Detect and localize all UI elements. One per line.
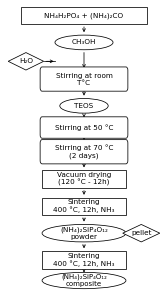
Text: TEOS: TEOS — [74, 103, 94, 109]
Text: (NH₄)₂SiP₄O₁₂
powder: (NH₄)₂SiP₄O₁₂ powder — [60, 226, 108, 240]
Text: Vacuum drying
(120 °C - 12h): Vacuum drying (120 °C - 12h) — [57, 172, 111, 186]
FancyBboxPatch shape — [40, 140, 128, 164]
Text: CH₃OH: CH₃OH — [72, 39, 96, 45]
Text: (NH₄)₂SiP₄O₁₂
composite: (NH₄)₂SiP₄O₁₂ composite — [61, 274, 107, 287]
Ellipse shape — [55, 35, 113, 50]
Bar — [42, 251, 126, 269]
Polygon shape — [8, 53, 44, 70]
Text: Stirring at 70 °C
(2 days): Stirring at 70 °C (2 days) — [55, 145, 113, 159]
Bar — [42, 198, 126, 215]
Text: pellet: pellet — [131, 230, 152, 236]
Text: Sintering
400 °C, 12h, NH₃: Sintering 400 °C, 12h, NH₃ — [53, 199, 115, 213]
Ellipse shape — [42, 272, 126, 289]
Text: H₂O: H₂O — [19, 58, 33, 64]
Ellipse shape — [60, 98, 108, 113]
FancyBboxPatch shape — [40, 117, 128, 138]
Ellipse shape — [42, 225, 126, 242]
Bar — [42, 170, 126, 188]
FancyBboxPatch shape — [40, 67, 128, 91]
Bar — [21, 7, 147, 24]
Text: Stirring at room
T°C: Stirring at room T°C — [56, 73, 112, 86]
Text: NH₄H₂PO₄ + (NH₄)₂CO: NH₄H₂PO₄ + (NH₄)₂CO — [45, 13, 123, 19]
Polygon shape — [123, 225, 160, 242]
Text: Stirring at 50 °C: Stirring at 50 °C — [55, 124, 113, 131]
Text: Sintering
400 °C, 12h, NH₃: Sintering 400 °C, 12h, NH₃ — [53, 253, 115, 267]
